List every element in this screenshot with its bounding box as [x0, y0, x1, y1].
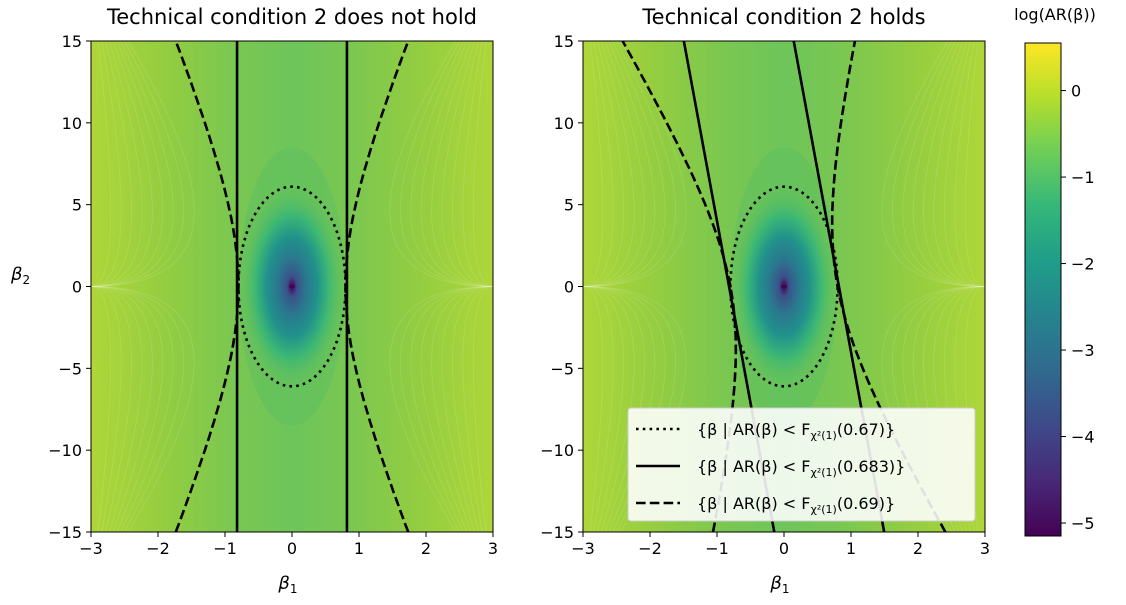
- legend-label: {β | AR(β) < Fχ²(1)(0.67)}: [697, 420, 895, 442]
- colorbar-tick-label: −2: [1071, 255, 1095, 274]
- legend: {β | AR(β) < Fχ²(1)(0.67)} {β | AR(β) < F…: [627, 407, 976, 522]
- x-tick-label: 1: [354, 539, 364, 558]
- y-axis-label: β2: [10, 264, 30, 287]
- y-tick-label: 5: [72, 196, 82, 215]
- x-tick-label: −3: [79, 539, 103, 558]
- y-tick-label: −5: [550, 359, 574, 378]
- field-contour: [91, 41, 493, 532]
- dotted-ellipse-curve: [729, 185, 839, 388]
- x-tick-label: −2: [146, 539, 170, 558]
- x-tick-label: −2: [638, 539, 662, 558]
- y-tick-label: −10: [48, 441, 82, 460]
- colorbar-tick-label: −4: [1071, 428, 1095, 447]
- field-contour: [583, 41, 985, 532]
- x-tick-label: 0: [779, 539, 789, 558]
- y-tick-label: −15: [48, 523, 82, 542]
- field-contour: [91, 41, 493, 532]
- field-contour: [91, 41, 493, 532]
- field-contour: [583, 41, 985, 532]
- x-tick-label: −1: [213, 539, 237, 558]
- y-tick-label: 5: [564, 196, 574, 215]
- dashed-curve-right: [830, 41, 947, 532]
- x-axis-label: β1: [769, 573, 789, 596]
- field-left-glow: [91, 178, 228, 395]
- colorbar-title: log(AR(β)): [1014, 5, 1096, 24]
- x-tick-label: −1: [705, 539, 729, 558]
- legend-box: [627, 407, 976, 522]
- x-tick-label: 2: [913, 539, 923, 558]
- y-tick-label: 0: [72, 278, 82, 297]
- colorbar: 0 −1 −2 −3 −4 −5 log(AR(β)): [1014, 5, 1096, 537]
- x-axis-label: β1: [277, 573, 297, 596]
- heatmap-field: [91, 41, 493, 532]
- field-contour: [91, 41, 493, 532]
- dashed-curve-left: [174, 41, 240, 532]
- field-contour: [91, 41, 493, 532]
- legend-label: {β | AR(β) < Fχ²(1)(0.683)}: [697, 457, 905, 479]
- x-tick-label: 3: [980, 539, 990, 558]
- field-contour: [583, 41, 985, 532]
- panel-title: Technical condition 2 holds: [641, 5, 925, 29]
- curve-group: [174, 41, 410, 532]
- x-tick-label: 1: [846, 539, 856, 558]
- field-left-glow: [583, 178, 720, 395]
- y-tick-label: 15: [62, 32, 82, 51]
- y-tick-label: 15: [554, 32, 574, 51]
- field-contour: [583, 41, 985, 532]
- field-contour: [583, 41, 985, 532]
- x-tick-label: 3: [488, 539, 498, 558]
- colorbar-gradient: [1024, 42, 1062, 537]
- colorbar-tick-label: −1: [1071, 168, 1095, 187]
- field-contour: [583, 41, 985, 532]
- colorbar-tick-label: 0: [1071, 82, 1081, 101]
- y-tick-label: 10: [62, 114, 82, 133]
- y-tick-label: −5: [58, 359, 82, 378]
- legend-label: {β | AR(β) < Fχ²(1)(0.69)}: [697, 494, 895, 516]
- panel-title: Technical condition 2 does not hold: [106, 5, 477, 29]
- field-contour: [583, 41, 985, 532]
- colorbar-tick-label: −5: [1071, 514, 1095, 533]
- x-tick-label: 0: [287, 539, 297, 558]
- field-right-glow: [356, 178, 493, 395]
- y-tick-label: −10: [540, 441, 574, 460]
- field-minimum: [781, 284, 787, 289]
- field-minimum: [289, 284, 295, 289]
- y-tick-label: 0: [564, 278, 574, 297]
- y-tick-label: −15: [540, 523, 574, 542]
- field-contour: [583, 41, 985, 532]
- x-tick-label: −3: [571, 539, 595, 558]
- field-contour: [583, 41, 985, 532]
- field-contour: [91, 41, 493, 532]
- field-contour: [91, 41, 493, 532]
- field-right-glow: [848, 178, 985, 395]
- dashed-curve-right: [344, 41, 410, 532]
- field-contour: [91, 41, 493, 532]
- field-contour: [91, 41, 493, 532]
- x-tick-label: 2: [421, 539, 431, 558]
- y-tick-label: 10: [554, 114, 574, 133]
- colorbar-tick-label: −3: [1071, 341, 1095, 360]
